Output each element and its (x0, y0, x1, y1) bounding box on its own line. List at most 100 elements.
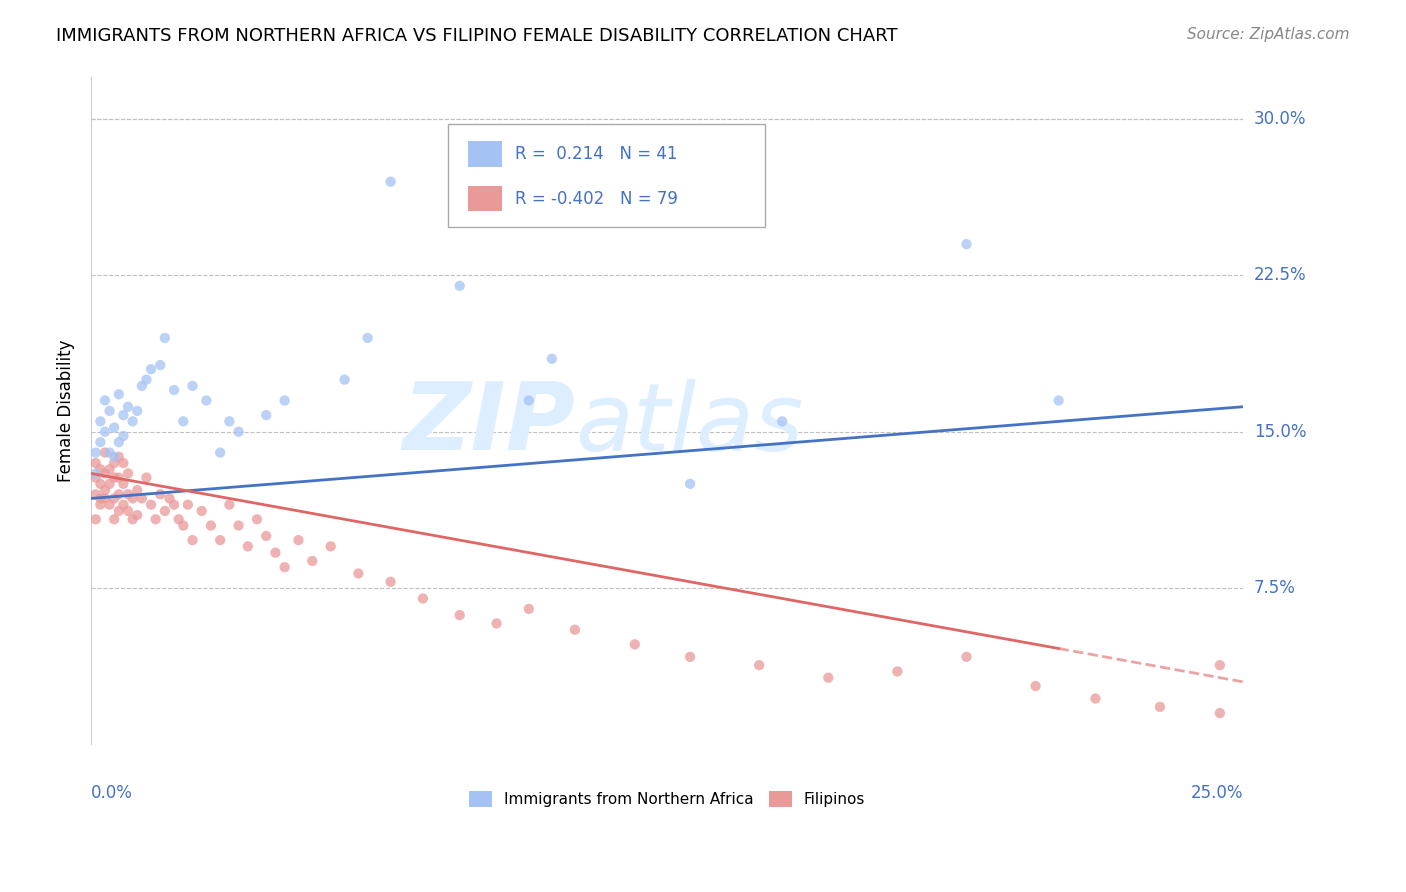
Point (167, 512, 190, 526)
Point (228, 425, 250, 439)
Point (107, 450, 129, 464)
Point (94, 425, 117, 439)
Point (117, 400, 139, 414)
Point (163, 383, 186, 397)
Point (246, 512, 269, 526)
Point (112, 408, 135, 422)
Point (84, 487, 107, 501)
Point (131, 379, 153, 393)
Point (177, 498, 200, 512)
Point (172, 414, 194, 428)
Point (112, 498, 135, 512)
Point (94, 467, 117, 481)
Point (190, 504, 212, 518)
Point (121, 414, 143, 428)
Point (886, 665, 908, 679)
Point (84, 470, 107, 484)
Text: 7.5%: 7.5% (1254, 579, 1296, 597)
Text: 22.5%: 22.5% (1254, 267, 1306, 285)
Point (200, 518, 222, 533)
Point (139, 498, 162, 512)
Point (1361, 727, 1384, 741)
Point (1149, 699, 1171, 714)
Point (94, 393, 117, 408)
Point (1084, 691, 1107, 706)
Point (209, 445, 232, 459)
Point (127, 483, 149, 497)
Point (449, 608, 471, 623)
Point (89, 498, 111, 512)
Text: 25.0%: 25.0% (1191, 784, 1243, 803)
Point (149, 487, 172, 501)
Point (103, 470, 125, 484)
Point (112, 429, 135, 443)
Text: 15.0%: 15.0% (1254, 423, 1306, 441)
Point (84, 512, 107, 526)
Point (107, 504, 129, 518)
Point (107, 435, 129, 450)
Point (412, 591, 434, 606)
Point (679, 649, 702, 664)
Point (98, 476, 121, 491)
FancyBboxPatch shape (468, 186, 502, 211)
Point (380, 574, 402, 589)
Point (287, 533, 309, 548)
Point (127, 404, 149, 418)
Point (195, 393, 218, 408)
FancyBboxPatch shape (468, 142, 502, 167)
Point (103, 456, 125, 470)
Point (1268, 716, 1291, 731)
Point (121, 491, 143, 506)
Point (103, 512, 125, 526)
Point (517, 602, 540, 616)
Point (1209, 658, 1232, 673)
Point (955, 649, 977, 664)
Point (228, 518, 250, 533)
Point (748, 658, 770, 673)
Point (98, 445, 121, 459)
Legend: Immigrants from Northern Africa, Filipinos: Immigrants from Northern Africa, Filipin… (463, 785, 872, 814)
Point (319, 540, 342, 554)
Point (517, 393, 540, 408)
Point (1209, 706, 1232, 720)
Point (117, 467, 139, 481)
Point (679, 476, 702, 491)
Point (564, 623, 586, 637)
Point (89, 414, 111, 428)
Text: R =  0.214   N = 41: R = 0.214 N = 41 (515, 145, 678, 163)
Point (955, 237, 977, 252)
Text: 0.0%: 0.0% (91, 784, 134, 803)
Text: atlas: atlas (575, 379, 803, 470)
Point (98, 498, 121, 512)
Point (264, 546, 287, 560)
Point (127, 508, 149, 522)
Point (254, 529, 277, 543)
Text: IMMIGRANTS FROM NORTHERN AFRICA VS FILIPINO FEMALE DISABILITY CORRELATION CHART: IMMIGRANTS FROM NORTHERN AFRICA VS FILIP… (56, 27, 898, 45)
Point (159, 491, 181, 506)
Point (301, 554, 323, 568)
FancyBboxPatch shape (449, 124, 765, 227)
Point (94, 445, 117, 459)
Point (139, 362, 162, 376)
Y-axis label: Female Disability: Female Disability (58, 340, 75, 483)
Point (107, 387, 129, 401)
Point (117, 487, 139, 501)
Point (817, 671, 839, 685)
Point (112, 476, 135, 491)
Point (103, 450, 125, 464)
Point (98, 462, 121, 476)
Point (540, 351, 562, 366)
Point (103, 491, 125, 506)
Point (89, 476, 111, 491)
Text: Source: ZipAtlas.com: Source: ZipAtlas.com (1187, 27, 1350, 42)
Text: ZIP: ZIP (402, 378, 575, 470)
Point (623, 637, 645, 651)
Point (117, 504, 139, 518)
Point (84, 467, 107, 481)
Point (218, 498, 240, 512)
Point (449, 278, 471, 293)
Point (380, 175, 402, 189)
Point (181, 379, 204, 393)
Point (149, 358, 172, 372)
Point (273, 560, 295, 574)
